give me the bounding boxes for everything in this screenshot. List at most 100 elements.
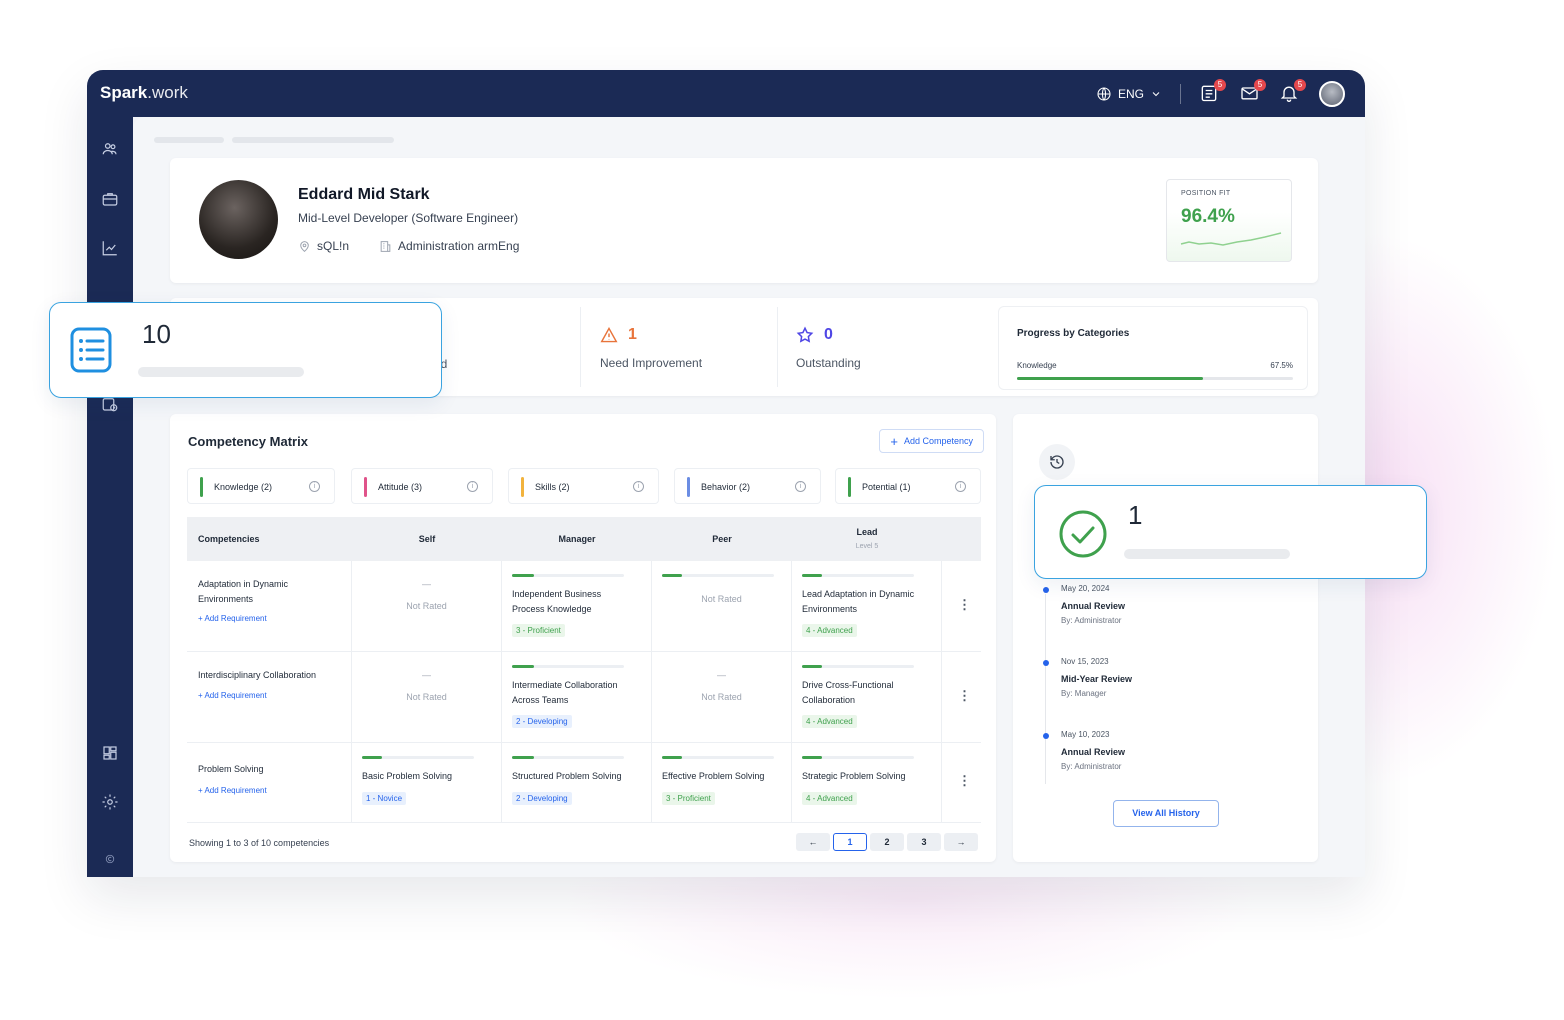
gear-icon[interactable] xyxy=(101,793,119,811)
notifications-button[interactable]: 5 xyxy=(1279,79,1306,105)
category-tab-potential[interactable]: Potential (1) i xyxy=(835,468,981,504)
manager-competency-text: Independent Business Process Knowledge xyxy=(512,589,602,614)
grid-icon[interactable] xyxy=(101,744,119,762)
stat-need-improvement: 1 xyxy=(600,326,637,344)
history-icon xyxy=(1039,444,1075,480)
row-actions: ⋮ xyxy=(942,561,981,651)
app-window: Spark.work ENG 5 5 5 xyxy=(87,70,1365,877)
logo[interactable]: Spark.work xyxy=(100,83,188,102)
level-badge: 2 - Developing xyxy=(512,792,572,805)
more-options-icon[interactable]: ⋮ xyxy=(958,597,971,612)
competency-cell: Adaptation in Dynamic Environments + Add … xyxy=(187,561,352,651)
peer-cell[interactable]: Effective Problem Solving 3 - Proficient xyxy=(652,743,792,822)
manager-competency-text: Structured Problem Solving xyxy=(512,771,622,781)
not-rated-dash: — xyxy=(422,670,431,680)
category-tab-label: Skills (2) xyxy=(535,482,570,492)
outstanding-count: 0 xyxy=(824,326,833,343)
info-icon[interactable]: i xyxy=(633,481,644,492)
category-tab-knowledge[interactable]: Knowledge (2) i xyxy=(187,468,335,504)
mail-badge: 5 xyxy=(1254,79,1266,91)
self-cell[interactable]: Basic Problem Solving 1 - Novice xyxy=(352,743,502,822)
lead-competency-text: Strategic Problem Solving xyxy=(802,771,906,781)
briefcase-icon[interactable] xyxy=(101,190,119,208)
language-selector[interactable]: ENG xyxy=(1096,86,1162,102)
top-bar: Spark.work ENG 5 5 5 xyxy=(87,70,1365,117)
tasks-button[interactable]: 5 xyxy=(1199,79,1226,105)
manager-cell[interactable]: Intermediate Collaboration Across Teams 2… xyxy=(502,652,652,742)
lead-cell[interactable]: Strategic Problem Solving 4 - Advanced xyxy=(792,743,942,822)
page-1-button[interactable]: 1 xyxy=(833,833,867,851)
history-date: Nov 15, 2023 xyxy=(1061,657,1109,666)
location-pin-icon xyxy=(300,240,309,252)
chart-icon[interactable] xyxy=(101,239,119,257)
competency-name: Interdisciplinary Collaboration xyxy=(198,670,317,680)
add-competency-button[interactable]: + Add Competency xyxy=(879,429,984,453)
level-badge: 2 - Developing xyxy=(512,715,572,728)
more-options-icon[interactable]: ⋮ xyxy=(958,688,971,703)
level-bar xyxy=(802,756,914,759)
outstanding-label: Outstanding xyxy=(796,356,861,370)
page-3-button[interactable]: 3 xyxy=(907,833,941,851)
pagination: ← 1 2 3 → xyxy=(796,833,978,851)
history-item[interactable]: May 10, 2023 Annual Review By: Administr… xyxy=(1061,730,1125,771)
position-fit-sparkline xyxy=(1180,232,1282,246)
placeholder-bar xyxy=(138,367,304,377)
history-date: May 20, 2024 xyxy=(1061,584,1110,593)
prev-page-button[interactable]: ← xyxy=(796,833,830,851)
people-icon[interactable] xyxy=(101,140,119,158)
not-rated-label: Not Rated xyxy=(701,692,742,702)
category-tab-skills[interactable]: Skills (2) i xyxy=(508,468,659,504)
history-title: Mid-Year Review xyxy=(1061,674,1133,684)
not-rated-label: Not Rated xyxy=(406,601,447,611)
category-tab-label: Attitude (3) xyxy=(378,482,423,492)
lead-cell[interactable]: Lead Adaptation in Dynamic Environments 4… xyxy=(792,561,942,651)
history-item[interactable]: May 20, 2024 Annual Review By: Administr… xyxy=(1061,584,1125,625)
info-icon[interactable]: i xyxy=(467,481,478,492)
timeline-dot xyxy=(1043,587,1049,593)
progress-category: Knowledge xyxy=(1017,361,1057,370)
not-rated-dash: — xyxy=(422,579,431,589)
history-item[interactable]: Nov 15, 2023 Mid-Year Review By: Manager xyxy=(1061,657,1132,698)
category-tab-attitude[interactable]: Attitude (3) i xyxy=(351,468,493,504)
category-tab-behavior[interactable]: Behavior (2) i xyxy=(674,468,821,504)
header-competencies: Competencies xyxy=(198,534,260,544)
calendar-clock-icon[interactable] xyxy=(101,395,119,413)
level-bar xyxy=(662,756,774,759)
peer-cell[interactable]: — Not Rated xyxy=(652,652,792,742)
add-requirement-link[interactable]: + Add Requirement xyxy=(198,691,267,700)
bell-icon xyxy=(1280,86,1298,102)
lead-cell[interactable]: Drive Cross-Functional Collaboration 4 - … xyxy=(792,652,942,742)
view-all-history-button[interactable]: View All History xyxy=(1113,800,1219,827)
chevron-down-icon xyxy=(1152,92,1160,97)
add-requirement-link[interactable]: + Add Requirement xyxy=(198,614,267,623)
page-2-button[interactable]: 2 xyxy=(870,833,904,851)
profile-location: sQL!n xyxy=(317,239,350,253)
position-fit-card: POSITION FIT 96.4% xyxy=(1166,179,1292,262)
history-author: By: Administrator xyxy=(1061,616,1122,625)
category-color-bar xyxy=(364,477,367,497)
self-cell[interactable]: — Not Rated xyxy=(352,652,502,742)
tasks-badge: 5 xyxy=(1214,79,1226,91)
level-bar xyxy=(802,574,914,577)
next-page-button[interactable]: → xyxy=(944,833,978,851)
info-icon[interactable]: i xyxy=(309,481,320,492)
mail-button[interactable]: 5 xyxy=(1239,79,1266,105)
manager-cell[interactable]: Independent Business Process Knowledge 3 … xyxy=(502,561,652,651)
copyright-icon xyxy=(105,854,115,864)
add-requirement-link[interactable]: + Add Requirement xyxy=(198,786,267,795)
table-header: Competencies Self Manager Peer Lead Leve… xyxy=(187,517,981,561)
header-lead-level: Level 5 xyxy=(855,543,879,550)
info-icon[interactable]: i xyxy=(955,481,966,492)
self-cell[interactable]: — Not Rated xyxy=(352,561,502,651)
peer-cell[interactable]: Not Rated xyxy=(652,561,792,651)
manager-cell[interactable]: Structured Problem Solving 2 - Developin… xyxy=(502,743,652,822)
timeline-dot xyxy=(1043,733,1049,739)
table-row: Problem Solving + Add Requirement Basic … xyxy=(187,743,981,823)
more-options-icon[interactable]: ⋮ xyxy=(958,773,971,788)
list-icon xyxy=(70,327,112,373)
level-bar xyxy=(662,574,774,577)
category-color-bar xyxy=(848,477,851,497)
stat-outstanding: 0 xyxy=(796,326,833,344)
user-avatar[interactable] xyxy=(1319,81,1345,107)
info-icon[interactable]: i xyxy=(795,481,806,492)
